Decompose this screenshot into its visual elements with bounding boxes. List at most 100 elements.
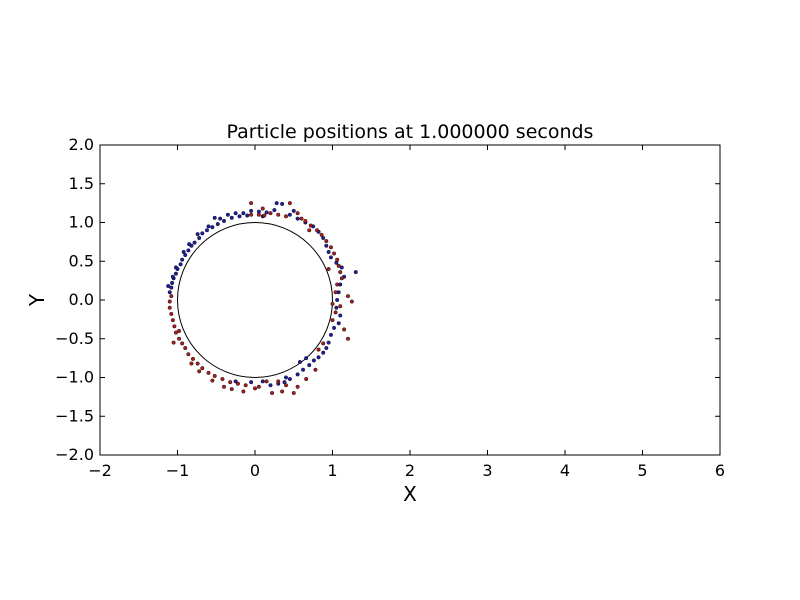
particle-point xyxy=(324,346,329,351)
particle-point xyxy=(233,211,238,216)
particle-point xyxy=(291,208,296,213)
particle-point xyxy=(295,216,300,221)
particle-point xyxy=(284,214,289,219)
y-axis: −2.0 −1.5 −1.0 −0.5 0.0 0.5 1.0 1.5 2.0 xyxy=(55,135,720,464)
particle-point xyxy=(229,215,234,220)
particle-point xyxy=(206,370,211,375)
particle-point xyxy=(268,211,273,216)
particle-point xyxy=(284,383,289,388)
particle-point xyxy=(338,313,343,318)
particle-point xyxy=(237,214,242,219)
particle-point xyxy=(346,336,351,341)
y-tick-label: −1.5 xyxy=(55,406,94,425)
particle-point xyxy=(264,210,269,215)
particle-point xyxy=(169,294,174,299)
particle-point xyxy=(235,381,240,386)
x-axis-label: X xyxy=(403,482,417,506)
particle-point xyxy=(256,384,261,389)
particle-point xyxy=(301,367,306,372)
particle-point xyxy=(204,228,209,233)
particle-point xyxy=(316,347,321,352)
particle-point xyxy=(346,294,351,299)
x-tick-label: −2 xyxy=(88,461,112,480)
y-tick-label: 1.5 xyxy=(69,174,94,193)
particle-point xyxy=(177,336,182,341)
particle-point xyxy=(324,243,329,248)
y-tick-label: 1.0 xyxy=(69,213,94,232)
particle-point xyxy=(249,380,254,385)
particle-point xyxy=(171,340,176,345)
particle-point xyxy=(349,299,354,304)
x-tick-label: 2 xyxy=(405,461,415,480)
particle-point xyxy=(192,240,197,245)
particle-point xyxy=(335,282,340,287)
particle-points xyxy=(166,201,358,396)
particle-point xyxy=(173,265,178,270)
particle-point xyxy=(200,366,205,371)
particle-point xyxy=(335,257,340,262)
particle-point xyxy=(181,249,186,254)
particle-point xyxy=(169,311,174,316)
particle-point xyxy=(225,212,230,217)
particle-point xyxy=(268,383,273,388)
particle-point xyxy=(274,201,279,206)
particle-point xyxy=(249,208,254,213)
particle-point xyxy=(336,321,341,326)
particle-point xyxy=(252,386,257,391)
particle-point xyxy=(328,255,333,260)
x-tick-label: 5 xyxy=(637,461,647,480)
particle-point xyxy=(326,267,331,272)
y-tick-label: −2.0 xyxy=(55,445,94,464)
particle-point xyxy=(167,305,172,310)
particle-point xyxy=(339,265,344,270)
particle-point xyxy=(308,223,313,228)
particle-point xyxy=(170,318,175,323)
particle-point xyxy=(249,201,254,206)
particle-point xyxy=(262,213,267,218)
particle-point xyxy=(332,325,337,330)
particle-point xyxy=(338,270,343,275)
particle-point xyxy=(307,363,312,368)
particle-point xyxy=(190,356,195,361)
particle-point xyxy=(282,380,287,385)
particle-point xyxy=(272,208,277,213)
y-tick-label: 2.0 xyxy=(69,135,94,154)
particle-point xyxy=(291,391,296,396)
chart-title: Particle positions at 1.000000 seconds xyxy=(227,121,594,143)
particle-point xyxy=(295,211,300,216)
particle-point xyxy=(166,284,171,289)
particle-point xyxy=(170,280,175,285)
particle-point xyxy=(212,373,217,378)
particle-point xyxy=(321,235,326,240)
cylinder-outline xyxy=(177,222,333,378)
particle-point xyxy=(173,330,178,335)
particle-point xyxy=(228,380,233,385)
particle-point xyxy=(197,235,202,240)
particle-point xyxy=(256,212,261,217)
particle-point xyxy=(260,206,265,211)
particle-point xyxy=(328,245,333,250)
particle-point xyxy=(326,340,331,345)
particle-point xyxy=(326,249,331,254)
particle-point xyxy=(221,384,226,389)
particle-point xyxy=(270,391,275,396)
particle-point xyxy=(315,228,320,233)
particle-point xyxy=(334,305,339,310)
particle-point xyxy=(243,383,248,388)
particle-point xyxy=(210,225,215,230)
particle-point xyxy=(353,270,358,275)
plot-area xyxy=(100,145,720,455)
particle-point xyxy=(328,332,333,337)
particle-point xyxy=(173,271,178,276)
x-tick-label: −1 xyxy=(166,461,190,480)
x-tick-label: 0 xyxy=(250,461,260,480)
particle-point xyxy=(241,211,246,216)
particle-point xyxy=(260,379,265,384)
y-tick-label: 0.0 xyxy=(69,290,94,309)
particle-point xyxy=(221,218,226,223)
particle-point xyxy=(241,389,246,394)
y-tick-label: 0.5 xyxy=(69,251,94,270)
particle-point xyxy=(218,216,223,221)
particle-point xyxy=(304,356,309,361)
